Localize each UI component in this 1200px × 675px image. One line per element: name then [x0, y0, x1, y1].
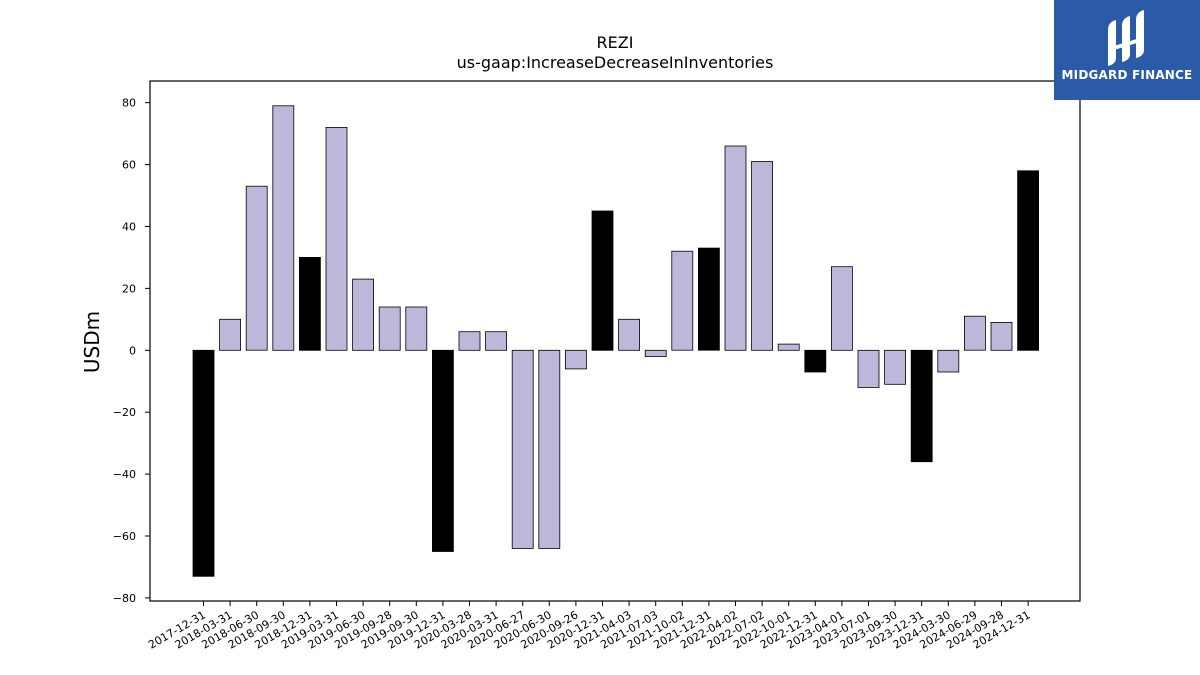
bar-2019-12-31	[431, 349, 454, 552]
y-tick-label: −20	[113, 406, 136, 419]
bar-2023-09-30	[884, 349, 906, 385]
brand-name: MIDGARD FINANCE	[1061, 68, 1193, 82]
midgard-logo-icon	[1108, 10, 1144, 66]
bar-2024-03-30	[937, 349, 960, 373]
chart-subtitle: us-gaap:IncreaseDecreaseInInventories	[457, 53, 774, 72]
bar-2018-12-31	[298, 256, 321, 351]
x-axis-ticks: 2017-12-312018-03-312018-06-302018-09-30…	[146, 601, 1033, 652]
bar-2020-09-26	[565, 349, 587, 370]
brand-logo: MIDGARD FINANCE	[1054, 0, 1200, 100]
bar-2019-09-30	[405, 306, 428, 351]
chart-title: REZI	[597, 33, 634, 52]
bar-2019-06-30	[352, 278, 375, 351]
bar-2023-04-01	[831, 266, 853, 351]
bar-2023-12-31	[910, 349, 933, 463]
bar-2018-03-31	[219, 318, 242, 351]
bar-2022-10-01	[777, 343, 800, 351]
bar-2020-03-28	[458, 331, 481, 351]
y-tick-label: 0	[129, 344, 136, 357]
y-tick-label: 40	[122, 220, 136, 233]
y-tick-label: 80	[122, 97, 136, 110]
bar-2021-04-03	[618, 318, 640, 351]
bar-2018-06-30	[245, 185, 268, 351]
bar-2020-12-31	[591, 210, 614, 351]
bar-2020-06-27	[511, 349, 534, 549]
bar-2022-12-31	[804, 349, 827, 373]
bar-2017-12-31	[192, 349, 215, 577]
bar-2019-03-31	[325, 127, 348, 351]
plot-frame	[149, 80, 1081, 602]
bar-2019-09-28	[378, 306, 401, 351]
y-tick-label: −80	[113, 592, 136, 605]
bar-2021-07-03	[644, 349, 667, 357]
bar-2021-12-31	[698, 247, 720, 351]
bar-2022-07-02	[751, 161, 773, 351]
y-axis-label: USDm	[80, 311, 104, 373]
bar-2023-07-01	[857, 349, 880, 388]
bar-2024-06-29	[964, 315, 986, 351]
bar-2021-10-02	[671, 250, 694, 351]
bars-group	[192, 105, 1039, 577]
y-tick-label: 60	[122, 159, 136, 172]
y-tick-label: −60	[113, 530, 136, 543]
y-tick-label: −40	[113, 468, 136, 481]
bar-2020-03-31	[485, 331, 508, 351]
bar-2018-09-30	[272, 105, 295, 351]
y-axis-ticks: −80 −60 −40 −20 0 20 40 60 80	[113, 97, 150, 605]
bar-2022-04-02	[724, 145, 747, 351]
bar-2024-09-28	[990, 321, 1013, 351]
bar-2020-06-30	[538, 349, 561, 549]
y-tick-label: 20	[122, 282, 136, 295]
bar-2024-12-31	[1017, 170, 1039, 351]
